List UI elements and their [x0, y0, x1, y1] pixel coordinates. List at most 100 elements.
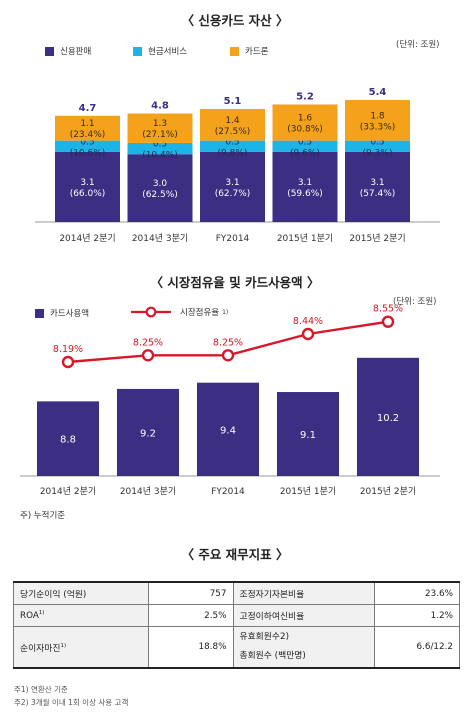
value-label-card-loan: 1.3: [153, 119, 167, 129]
note-annualized: 주1) 연환산 기준: [14, 685, 68, 694]
value-label-card-usage: 8.8: [60, 435, 76, 446]
share-label-cash-services: (9.3%): [363, 148, 393, 158]
value-label-card-usage: 10.2: [377, 413, 399, 424]
note-active-members: 주2) 3개월 이내 1회 이상 사용 고객: [14, 698, 129, 707]
legend-swatch-card-loan: [230, 46, 239, 56]
x-tick-label: FY2014: [211, 487, 245, 497]
legend-swatch-credit-sales: [45, 46, 54, 56]
share-label-cash-services: (9.8%): [218, 148, 248, 158]
share-label-credit-sales: (62.7%): [215, 189, 251, 199]
total-label: 4.8: [151, 101, 169, 112]
bar-card-usage: [37, 401, 99, 476]
value-label-cash-services: 0.5: [298, 137, 312, 147]
bar-credit-sales: [55, 151, 120, 222]
market-share-point: [301, 327, 315, 341]
label-members: 유효회원수2) 총회원수 (백만명): [232, 626, 376, 669]
x-tick-label: FY2014: [216, 234, 250, 244]
market-share-label: 8.19%: [53, 344, 83, 355]
value-label-cash-services: 0.5: [225, 137, 239, 147]
bar-card-loan: [345, 99, 410, 141]
value-roa: 2.5%: [147, 604, 234, 627]
bar-credit-sales: [272, 151, 338, 222]
legend-card-loan: 카드론: [230, 45, 268, 57]
credit-card-assets-unit: (단위: 조원): [396, 40, 440, 50]
bar-card-loan: [127, 113, 193, 143]
market-share-point: [61, 355, 75, 369]
share-label-cash-services: (10.4%): [142, 151, 178, 161]
value-members: 6.6/12.2: [374, 626, 460, 669]
table-row: 순이자마진1) 18.8% 유효회원수2) 총회원수 (백만명) 6.6/12.…: [13, 626, 460, 669]
bar-card-loan: [200, 109, 265, 141]
legend-swatch-cash-services: [133, 46, 142, 56]
bar-card-usage: [117, 388, 179, 476]
cumulative-note: 주) 누적기준: [20, 511, 66, 521]
x-tick-label: 2014년 3분기: [120, 486, 176, 497]
market-share-point: [141, 349, 155, 362]
label-net-interest-margin: 순이자마진1): [13, 626, 149, 669]
market-share-label: 8.55%: [373, 304, 403, 315]
share-label-credit-sales: (66.0%): [70, 189, 106, 199]
share-label-card-loan: (30.8%): [287, 125, 323, 135]
bar-cash-services: [127, 142, 193, 155]
legend-label-market-share: 시장점유율: [180, 308, 220, 318]
value-label-credit-sales: 3.1: [225, 178, 239, 188]
market-share-label: 8.25%: [133, 337, 163, 348]
bar-cash-services: [272, 140, 338, 152]
bar-card-loan: [55, 115, 120, 141]
value-label-card-loan: 1.6: [298, 114, 313, 124]
market-share-point: [221, 349, 235, 362]
x-tick-label: 2015년 1분기: [277, 233, 333, 244]
label-net-income: 당기순이익 (억원): [13, 581, 149, 605]
market-share-title: 〈 시장점유율 및 카드사용액 〉: [150, 275, 320, 290]
x-tick-label: 2014년 2분기: [59, 233, 115, 244]
market-share-label: 8.25%: [213, 337, 243, 348]
value-label-credit-sales: 3.0: [153, 179, 168, 189]
bar-credit-sales: [345, 151, 410, 222]
legend-line-market-share: [131, 306, 171, 318]
bar-credit-sales: [200, 151, 265, 222]
value-adjusted-capital-ratio: 23.6%: [374, 581, 460, 605]
label-active-members: 유효회원수2): [239, 632, 290, 642]
share-label-credit-sales: (59.6%): [287, 189, 323, 199]
market-share-unit: (단위: 조원): [393, 297, 437, 307]
legend-label-card-loan: 카드론: [245, 47, 269, 57]
total-label: 5.2: [296, 91, 314, 102]
value-label-card-loan: 1.4: [225, 116, 240, 126]
value-label-card-usage: 9.2: [140, 428, 156, 439]
bar-cash-services: [200, 140, 265, 152]
financial-indicators-title: 〈 주요 재무지표 〉: [181, 547, 289, 562]
share-label-credit-sales: (57.4%): [360, 189, 396, 199]
label-adjusted-capital-ratio: 조정자기자본비율: [232, 581, 376, 605]
value-label-credit-sales: 3.1: [370, 178, 384, 188]
legend-credit-sales: 신용판매: [45, 45, 91, 57]
bar-card-usage: [277, 392, 339, 476]
legend-card-usage: 카드사용액: [35, 307, 89, 319]
value-label-credit-sales: 3.1: [298, 178, 312, 188]
bar-card-loan: [272, 104, 338, 141]
legend-cash-services: 현금서비스: [133, 45, 187, 57]
legend-footnote-marker: 1): [222, 308, 229, 316]
total-label: 4.7: [79, 103, 97, 114]
label-roa: ROA1): [13, 604, 149, 627]
bar-card-usage: [197, 382, 259, 476]
legend-market-share: 시장점유율 1): [130, 306, 228, 318]
value-label-cash-services: 0.5: [153, 140, 167, 150]
total-label: 5.4: [369, 87, 387, 98]
value-label-card-loan: 1.1: [80, 119, 94, 129]
value-label-card-usage: 9.1: [300, 430, 316, 441]
credit-card-assets-title: 〈 신용카드 자산 〉: [181, 13, 289, 28]
label-npl-ratio: 고정이하여신비율: [232, 604, 376, 627]
market-share-label: 8.44%: [293, 316, 323, 327]
legend-label-card-usage: 카드사용액: [50, 309, 90, 319]
total-label: 5.1: [224, 96, 242, 107]
share-label-cash-services: (9.6%): [290, 148, 320, 158]
legend-label-cash-services: 현금서비스: [148, 47, 188, 57]
value-label-cash-services: 0.5: [80, 137, 94, 147]
x-tick-label: 2014년 3분기: [132, 233, 188, 244]
x-tick-label: 2014년 2분기: [40, 486, 96, 497]
bar-credit-sales: [127, 154, 193, 222]
x-tick-label: 2015년 2분기: [360, 486, 416, 497]
value-label-credit-sales: 3.1: [80, 178, 94, 188]
legend-label-credit-sales: 신용판매: [60, 47, 92, 57]
